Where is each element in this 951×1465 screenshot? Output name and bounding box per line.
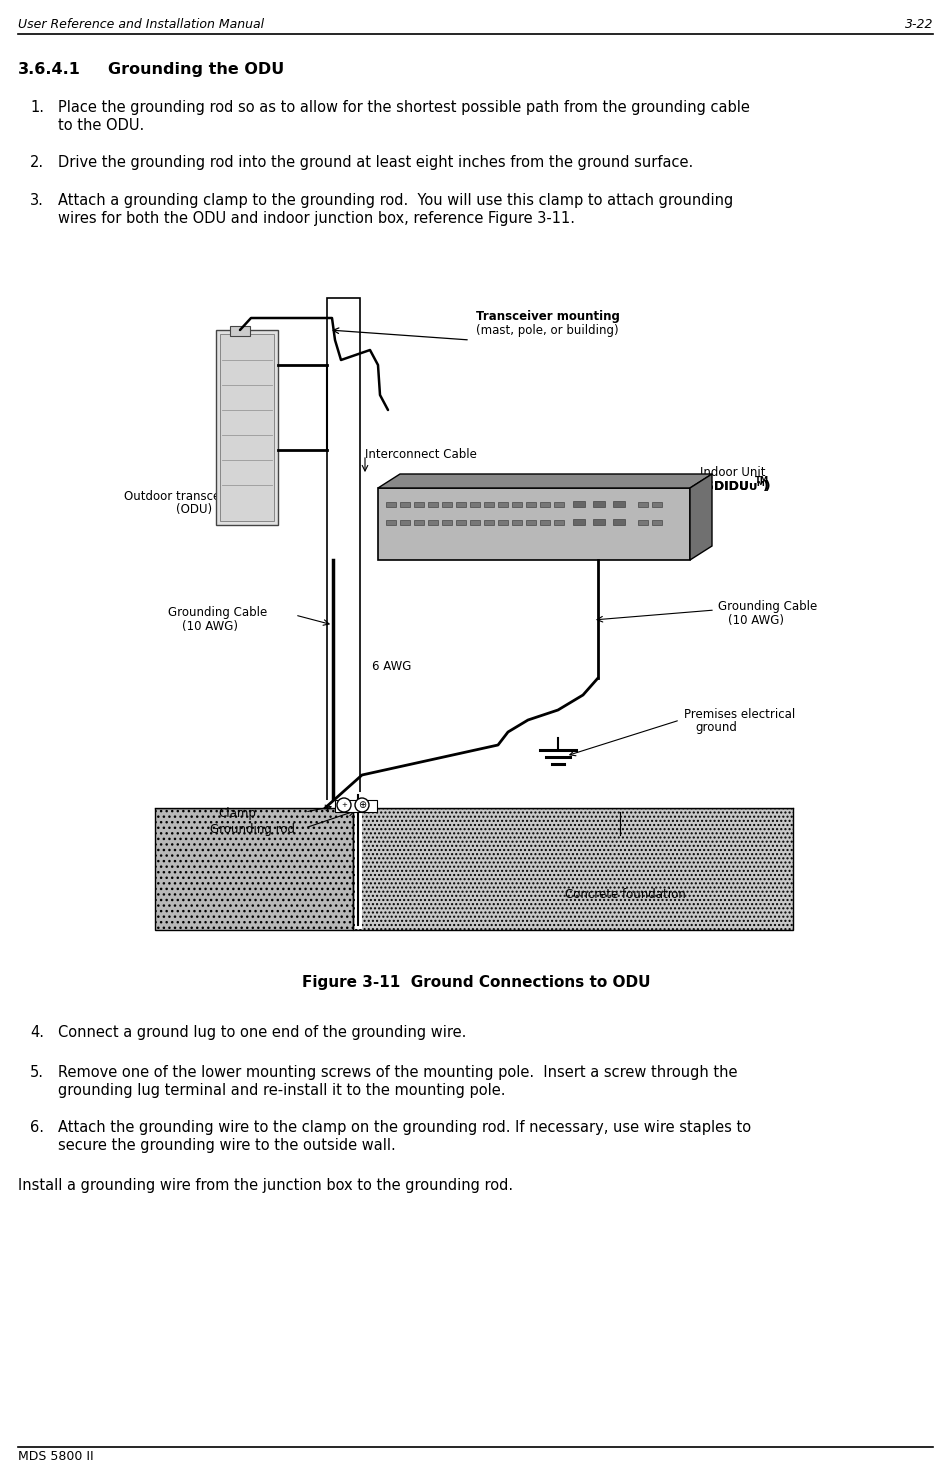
Bar	[327, 297, 360, 809]
Bar	[442, 502, 452, 507]
Bar	[386, 520, 396, 524]
Text: Install a grounding wire from the junction box to the grounding rod.: Install a grounding wire from the juncti…	[18, 1178, 514, 1193]
Bar	[230, 327, 250, 335]
Text: Remove one of the lower mounting screws of the mounting pole.  Insert a screw th: Remove one of the lower mounting screws …	[58, 1065, 737, 1080]
Text: Connect a ground lug to one end of the grounding wire.: Connect a ground lug to one end of the g…	[58, 1026, 466, 1040]
Text: 3-22: 3-22	[904, 18, 933, 31]
Text: Concrete foundation: Concrete foundation	[565, 888, 686, 901]
Text: 4.: 4.	[30, 1026, 44, 1040]
Bar	[428, 520, 438, 524]
Bar	[400, 520, 410, 524]
Bar	[526, 520, 536, 524]
Bar	[155, 809, 353, 930]
Polygon shape	[378, 475, 712, 488]
Bar	[540, 520, 550, 524]
Text: Outdoor transceiver: Outdoor transceiver	[124, 489, 243, 502]
Text: Drive the grounding rod into the ground at least eight inches from the ground su: Drive the grounding rod into the ground …	[58, 155, 693, 170]
Text: 5.: 5.	[30, 1065, 44, 1080]
Bar	[498, 520, 508, 524]
Bar	[512, 502, 522, 507]
Text: 1.: 1.	[30, 100, 44, 114]
Text: Attach the grounding wire to the clamp on the grounding rod. If necessary, use w: Attach the grounding wire to the clamp o…	[58, 1121, 751, 1135]
Text: Transceiver mounting: Transceiver mounting	[476, 311, 620, 322]
Bar	[386, 502, 396, 507]
Bar	[216, 330, 278, 524]
Text: Interconnect Cable: Interconnect Cable	[365, 448, 476, 461]
Text: (10 AWG): (10 AWG)	[728, 614, 784, 627]
Circle shape	[355, 798, 369, 812]
Bar	[484, 520, 494, 524]
Bar	[456, 502, 466, 507]
Text: Grounding the ODU: Grounding the ODU	[108, 62, 284, 78]
Bar	[613, 519, 625, 524]
Text: Grounding Cable: Grounding Cable	[168, 607, 267, 620]
Bar	[554, 520, 564, 524]
Bar	[414, 520, 424, 524]
Text: grounding lug terminal and re-install it to the mounting pole.: grounding lug terminal and re-install it…	[58, 1083, 506, 1097]
Text: Grounding Cable: Grounding Cable	[718, 601, 817, 612]
Bar	[554, 502, 564, 507]
Text: wires for both the ODU and indoor junction box, reference Figure 3-11.: wires for both the ODU and indoor juncti…	[58, 211, 575, 226]
Text: Indoor Unit: Indoor Unit	[700, 466, 766, 479]
Bar	[470, 502, 480, 507]
Bar	[526, 502, 536, 507]
Text: Clamp: Clamp	[218, 807, 256, 820]
Text: TM: TM	[755, 476, 769, 485]
Bar	[652, 502, 662, 507]
Text: ): )	[763, 481, 768, 494]
Text: 3.: 3.	[30, 193, 44, 208]
Text: 2.: 2.	[30, 155, 44, 170]
Text: (ODU): (ODU)	[176, 502, 212, 516]
Bar	[613, 501, 625, 507]
Bar	[442, 520, 452, 524]
Circle shape	[337, 798, 351, 812]
Text: (10 AWG): (10 AWG)	[182, 620, 238, 633]
Bar	[456, 520, 466, 524]
Bar	[484, 502, 494, 507]
Text: 6 AWG: 6 AWG	[372, 661, 412, 672]
Text: secure the grounding wire to the outside wall.: secure the grounding wire to the outside…	[58, 1138, 396, 1153]
Bar	[540, 502, 550, 507]
Bar	[414, 502, 424, 507]
Text: Place the grounding rod so as to allow for the shortest possible path from the g: Place the grounding rod so as to allow f…	[58, 100, 750, 114]
Text: MDS 5800 II: MDS 5800 II	[18, 1450, 93, 1464]
Bar	[593, 519, 605, 524]
Bar	[498, 502, 508, 507]
Bar	[400, 502, 410, 507]
Bar	[652, 520, 662, 524]
Bar	[470, 520, 480, 524]
Text: (SDIDUᴜᴹ): (SDIDUᴜᴹ)	[700, 481, 771, 494]
Bar	[155, 800, 793, 809]
Bar	[638, 520, 648, 524]
Text: to the ODU.: to the ODU.	[58, 119, 145, 133]
Bar	[378, 488, 690, 560]
Bar	[573, 519, 585, 524]
Text: 3.6.4.1: 3.6.4.1	[18, 62, 81, 78]
Text: ⊕: ⊕	[358, 800, 366, 810]
Bar	[353, 809, 793, 930]
Bar	[512, 520, 522, 524]
Text: (SDIDU: (SDIDU	[700, 481, 750, 494]
Text: 6.: 6.	[30, 1121, 44, 1135]
Text: Attach a grounding clamp to the grounding rod.  You will use this clamp to attac: Attach a grounding clamp to the groundin…	[58, 193, 733, 208]
Bar	[573, 501, 585, 507]
Text: User Reference and Installation Manual: User Reference and Installation Manual	[18, 18, 264, 31]
Text: ground: ground	[695, 721, 737, 734]
Polygon shape	[690, 475, 712, 560]
Bar	[335, 800, 377, 812]
Bar	[220, 334, 274, 522]
Text: +: +	[341, 801, 347, 809]
Text: Figure 3-11  Ground Connections to ODU: Figure 3-11 Ground Connections to ODU	[301, 976, 650, 990]
Bar	[593, 501, 605, 507]
Text: Grounding rod: Grounding rod	[210, 823, 295, 837]
Bar	[428, 502, 438, 507]
Bar	[638, 502, 648, 507]
Text: Premises electrical: Premises electrical	[684, 708, 795, 721]
Text: (mast, pole, or building): (mast, pole, or building)	[476, 324, 618, 337]
